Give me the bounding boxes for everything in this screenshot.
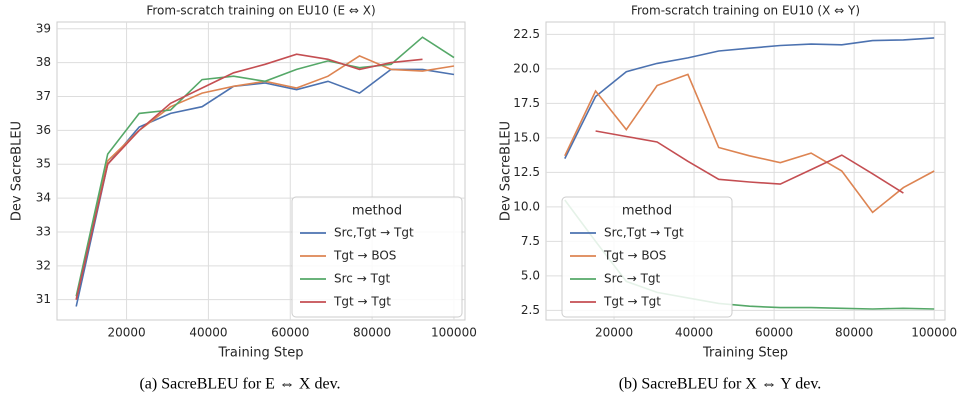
y-tick-label: 7.5 [521, 234, 540, 248]
x-tick-label: 20000 [595, 326, 633, 340]
x-tick-label: 80000 [835, 326, 873, 340]
legend-label: Tgt → BOS [333, 249, 396, 263]
legend-label: Tgt → BOS [603, 249, 666, 263]
y-tick-label: 22.5 [513, 27, 540, 41]
line-series [564, 37, 935, 159]
legend-title: method [352, 204, 402, 219]
legend-label: Src → Tgt [334, 272, 391, 286]
y-tick-label: 5.0 [521, 268, 540, 282]
legend-title: method [622, 204, 672, 219]
y-tick-label: 17.5 [513, 96, 540, 110]
y-tick-label: 20.0 [513, 61, 540, 75]
y-tick-label: 2.5 [521, 303, 540, 317]
x-tick-label: 40000 [675, 326, 713, 340]
chart-title: From-scratch training on EU10 (E ⇔ X) [146, 4, 375, 18]
legend-label: Tgt → Tgt [603, 295, 661, 309]
y-tick-label: 38 [36, 55, 51, 69]
y-axis-label: Dev SacreBLEU [10, 121, 25, 221]
x-tick-label: 100000 [431, 326, 477, 340]
y-tick-label: 33 [36, 224, 51, 238]
x-tick-label: 20000 [107, 326, 145, 340]
y-tick-label: 12.5 [513, 165, 540, 179]
y-tick-label: 37 [36, 89, 51, 103]
y-tick-label: 39 [36, 21, 51, 35]
caption: (b) SacreBLEU for X ⇔ Y dev. [619, 376, 822, 393]
legend-box [291, 196, 463, 318]
legend-label: Src → Tgt [604, 272, 661, 286]
x-tick-label: 60000 [271, 326, 309, 340]
x-axis-label: Training Step [702, 346, 788, 361]
y-tick-label: 15.0 [513, 130, 540, 144]
line-series [75, 53, 423, 300]
x-tick-label: 60000 [755, 326, 793, 340]
y-tick-label: 34 [36, 191, 51, 205]
line-series [595, 130, 904, 194]
y-tick-label: 32 [36, 258, 51, 272]
caption: (a) SacreBLEU for E ⇔ X dev. [139, 376, 340, 393]
legend-label: Src,Tgt → Tgt [334, 226, 414, 240]
x-tick-label: 80000 [353, 326, 391, 340]
y-axis-label: Dev SacreBLEU [499, 121, 514, 221]
line-series [564, 73, 935, 214]
line-series [75, 36, 455, 297]
x-tick-label: 100000 [911, 326, 957, 340]
y-tick-label: 10.0 [513, 199, 540, 213]
y-tick-label: 36 [36, 123, 51, 137]
chart-title: From-scratch training on EU10 (X ⇔ Y) [631, 4, 860, 18]
x-tick-label: 40000 [189, 326, 227, 340]
legend-label: Tgt → Tgt [333, 295, 391, 309]
x-axis-label: Training Step [217, 346, 303, 361]
legend-box [561, 196, 733, 318]
y-tick-label: 31 [36, 292, 51, 306]
legend-label: Src,Tgt → Tgt [604, 226, 684, 240]
y-tick-label: 35 [36, 157, 51, 171]
